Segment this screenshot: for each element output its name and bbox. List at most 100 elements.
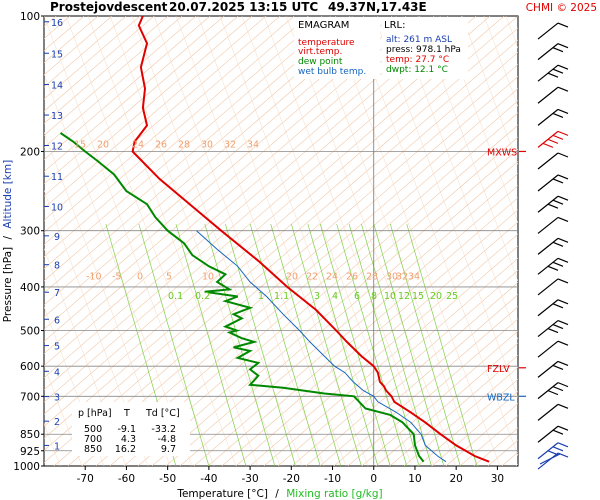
dry-adiabat-line: [329, 16, 501, 466]
isotherm-label: 22: [306, 271, 318, 282]
series-dew-point: [59, 132, 425, 463]
levels-table: p [hPa] T Td [°C] 500 -9.1 -33.2 700 4.3…: [72, 402, 190, 456]
adiabat-line: [403, 366, 518, 466]
x-tick-label: 20: [449, 473, 462, 485]
wind-barb: [537, 340, 569, 358]
adiabat-line: [44, 16, 183, 136]
altitude-label: 4: [54, 367, 60, 378]
isotherm-label: 10: [202, 271, 214, 282]
altitude-label: 6: [54, 315, 60, 326]
sounding-coords: 49.37N,17.43E: [328, 0, 427, 14]
wind-barb: [537, 320, 569, 338]
wind-barb: [539, 453, 561, 465]
adiabat-line: [44, 16, 225, 173]
adiabat-line: [389, 354, 518, 466]
dry-adiabat-line: [373, 16, 518, 398]
x-tick-label: 30: [491, 473, 504, 485]
isotherm-label: 32: [396, 271, 408, 282]
x-tick-label: -40: [200, 473, 217, 485]
lrl-alt: alt: 261 m ASL: [386, 35, 452, 45]
dry-adiabat-line: [44, 189, 149, 466]
isotherm-label: 34: [408, 271, 420, 282]
y-tick-label: 400: [20, 282, 40, 294]
mixing-ratio-line: [307, 223, 379, 466]
mixing-ratio-line: [291, 223, 362, 466]
y-axis-title: Pressure [hPa] / Altitude [km]: [2, 160, 14, 322]
dry-adiabat-line: [44, 73, 193, 466]
mixing-ratio-label: 6: [354, 291, 360, 302]
table-cell: 850: [84, 444, 102, 455]
adiabat-line: [44, 16, 449, 367]
table-cell: -9.1: [117, 424, 136, 435]
x-axis-separator: /: [275, 488, 279, 500]
mixing-ratio-line: [270, 223, 342, 466]
y-tick-label: 500: [20, 326, 40, 338]
wind-barb: [537, 237, 569, 255]
x-axis-title: Temperature [°C] / Mixing ratio [g/kg]: [176, 488, 382, 500]
table-cell: -4.8: [157, 434, 176, 445]
adiabat-line: [109, 112, 518, 466]
adiabat-line: [44, 16, 281, 221]
table-cell: 16.2: [115, 444, 136, 455]
adiabat-line: [333, 306, 518, 466]
lrl-temp: temp: 27.7 °C: [386, 55, 449, 65]
altitude-label: 14: [51, 81, 63, 92]
mixing-ratio-line: [336, 223, 408, 466]
mixing-ratio-label: 4: [332, 291, 338, 302]
adiabat-line: [44, 16, 253, 197]
mixing-ratio-label: 8: [371, 291, 377, 302]
dry-adiabat-line: [351, 16, 518, 457]
adiabat-line: [207, 197, 518, 466]
y-tick-label: 925: [20, 446, 40, 458]
altitude-label: 5: [54, 342, 60, 353]
adiabat-line: [67, 76, 518, 466]
dry-adiabat-line: [65, 16, 237, 466]
dry-adiabat-line: [44, 248, 127, 466]
lrl-press: press: 978.1 hPa: [386, 45, 461, 55]
sounding-mode: descent: [114, 0, 168, 14]
y-tick-label: 600: [20, 361, 40, 373]
adiabat-line: [249, 233, 518, 466]
legend-temperature: temperature: [298, 38, 355, 48]
wind-barb: [537, 152, 569, 170]
isotherm-label: 0: [137, 271, 143, 282]
adiabat-line: [44, 16, 169, 124]
x-tick-label: -30: [242, 473, 259, 485]
wind-barb: [537, 299, 569, 317]
mixing-ratio-label: 0.1: [168, 291, 183, 302]
altitude-label: 7: [54, 288, 60, 299]
isotherm-label: 30: [386, 271, 398, 282]
y-tick-label: 100: [20, 11, 40, 23]
mixing-ratio-label: 15: [412, 291, 424, 302]
table-cell: 4.3: [121, 434, 136, 445]
y-tick-label: 1000: [13, 461, 40, 473]
altitude-label: 8: [54, 261, 60, 272]
plot-area: [43, 15, 519, 467]
mixing-ratio-label: 1.1: [274, 291, 289, 302]
mixing-ratio-label: 0.2: [195, 291, 210, 302]
altitude-label: 3: [54, 393, 60, 404]
legend: EMAGRAM temperature virt.temp. dew point…: [294, 17, 380, 79]
adiabat-line: [44, 16, 365, 294]
wind-barb: [537, 360, 569, 378]
wind-barb: [537, 257, 569, 275]
adiabat-line: [44, 16, 463, 379]
isotherm-label: 5: [166, 271, 172, 282]
dry-adiabat-line: [175, 16, 347, 466]
wind-barb: [537, 382, 569, 400]
adiabat-line: [263, 245, 518, 466]
adiabat-line: [44, 27, 518, 439]
adiabat-line: [179, 173, 518, 466]
adiabat-line: [44, 16, 295, 233]
series-temperature: [131, 16, 490, 463]
dry-adiabat-line: [241, 16, 413, 466]
wind-barb: [537, 86, 569, 104]
isotherm-label: 30: [201, 139, 213, 150]
dry-adiabat-line: [483, 16, 518, 107]
mixing-ratio-line: [225, 223, 296, 466]
wind-barb: [537, 108, 569, 126]
x-tick-label: -60: [118, 473, 135, 485]
lrl-dwpt: dwpt: 12.1 °C: [386, 65, 448, 75]
table-header-p: p [hPa]: [78, 408, 112, 419]
y-tick-label: 200: [20, 146, 40, 158]
